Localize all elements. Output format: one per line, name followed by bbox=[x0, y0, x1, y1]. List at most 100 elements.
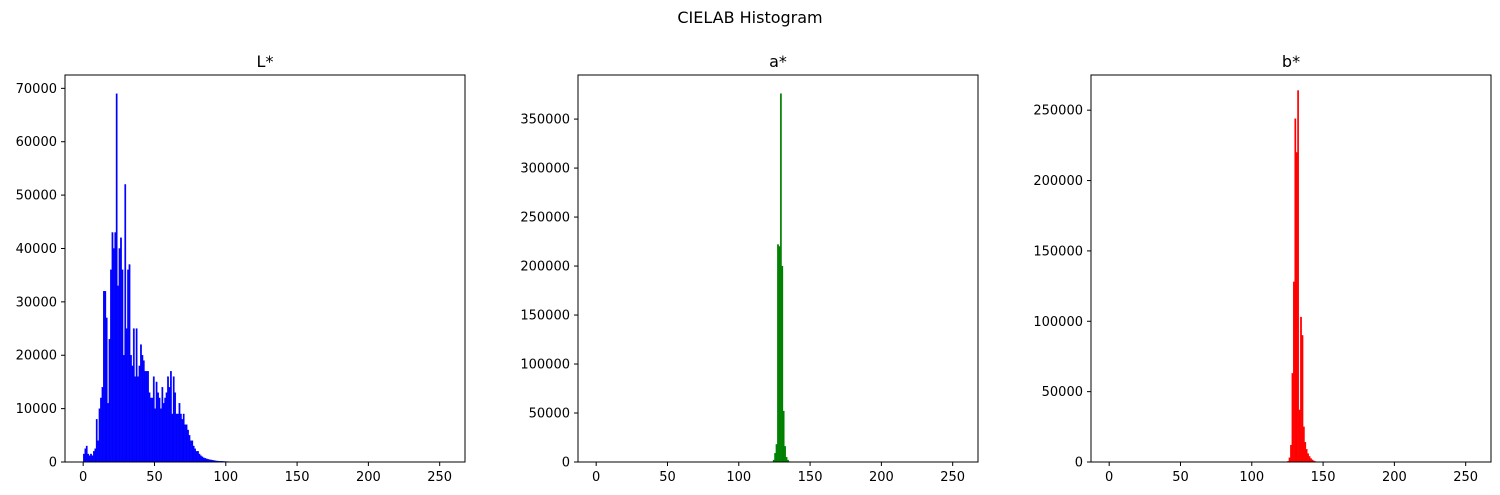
l-star-bar bbox=[107, 403, 109, 463]
b-star-bar bbox=[1307, 453, 1309, 463]
l-star-bar bbox=[93, 451, 95, 463]
l-star-bar bbox=[94, 448, 97, 463]
l-star-bar bbox=[192, 445, 195, 463]
l-star-bar bbox=[182, 413, 185, 463]
l-star-ytick-label: 60000 bbox=[16, 135, 57, 150]
l-star-bar bbox=[161, 387, 164, 463]
l-star-ytick-label: 70000 bbox=[16, 82, 57, 97]
b-star-bar bbox=[1310, 458, 1312, 463]
b-star-ytick-label: 50000 bbox=[1042, 385, 1083, 400]
b-star-bar bbox=[1301, 335, 1304, 463]
l-star-bar bbox=[140, 344, 142, 463]
l-star-bar bbox=[104, 291, 107, 463]
b-star-xtick-label: 150 bbox=[1311, 470, 1336, 485]
b-star-xtick-label: 100 bbox=[1239, 470, 1264, 485]
l-star-title: L* bbox=[257, 52, 274, 71]
l-star-bar bbox=[155, 381, 158, 463]
l-star-bar bbox=[101, 387, 104, 463]
l-star-bar bbox=[138, 365, 141, 463]
a-star-xtick-label: 0 bbox=[592, 470, 600, 485]
l-star-bar bbox=[122, 355, 125, 463]
l-star-bar bbox=[170, 371, 172, 463]
l-star-bar bbox=[118, 248, 121, 463]
a-star-xtick-label: 250 bbox=[940, 470, 965, 485]
l-star-bar bbox=[141, 355, 144, 463]
l-star-bar bbox=[154, 408, 157, 463]
l-star-bar bbox=[152, 376, 155, 463]
l-star-bar bbox=[115, 93, 118, 463]
l-star-bar bbox=[88, 455, 91, 463]
l-star-bar bbox=[199, 455, 202, 463]
l-star-bar bbox=[135, 328, 138, 463]
l-star-bar bbox=[90, 453, 92, 463]
l-star-bar bbox=[105, 317, 108, 463]
l-star-bar bbox=[145, 371, 148, 463]
b-star-xtick-label: 0 bbox=[1105, 470, 1113, 485]
l-star-bar bbox=[151, 397, 154, 463]
l-star-bar bbox=[131, 365, 134, 463]
l-star-xtick-label: 200 bbox=[356, 470, 381, 485]
l-star-bar bbox=[84, 448, 87, 463]
l-star-bar bbox=[188, 435, 191, 463]
l-star-bar bbox=[185, 424, 188, 463]
figure-suptitle: CIELAB Histogram bbox=[677, 8, 823, 27]
l-star-ytick-label: 40000 bbox=[16, 242, 57, 257]
l-star-xtick-label: 0 bbox=[79, 470, 87, 485]
b-star-bar bbox=[1302, 426, 1305, 463]
a-star-ytick-label: 50000 bbox=[529, 407, 570, 422]
l-star-bar bbox=[187, 429, 189, 463]
l-star-ytick-label: 10000 bbox=[16, 402, 57, 417]
l-star-bar bbox=[144, 371, 147, 463]
l-star-xtick-label: 250 bbox=[427, 470, 452, 485]
l-star-bar bbox=[127, 269, 129, 463]
b-star-xtick-label: 250 bbox=[1453, 470, 1478, 485]
b-star-axes-frame bbox=[1090, 74, 1492, 463]
axes-l-star: 0 50 100 150 200 250 0 10000 20000 30000 40000 5000… bbox=[16, 52, 466, 485]
l-star-ytick-label: 50000 bbox=[16, 189, 57, 204]
l-star-xtick-label: 100 bbox=[213, 470, 238, 485]
l-star-bar bbox=[87, 453, 90, 463]
l-star-bar bbox=[191, 440, 194, 463]
l-star-bar bbox=[165, 392, 168, 463]
axes-b-star: 0 50 100 150 200 250 0 50000 100000 150000 200000 2… bbox=[1033, 52, 1492, 485]
a-star-bar bbox=[774, 453, 777, 463]
l-star-bar bbox=[195, 451, 198, 463]
l-star-bar bbox=[177, 413, 179, 463]
b-star-bar bbox=[1305, 449, 1308, 463]
a-star-ytick-label: 350000 bbox=[520, 113, 570, 128]
l-star-bar bbox=[197, 451, 199, 463]
b-star-xtick-label: 200 bbox=[1382, 470, 1407, 485]
l-star-bar bbox=[108, 339, 111, 463]
a-star-bar bbox=[777, 244, 779, 463]
a-star-xtick-label: 200 bbox=[869, 470, 894, 485]
axes-a-star: 0 50 100 150 200 250 0 50000 100000 150000 200000 2… bbox=[520, 52, 979, 485]
l-star-bar bbox=[85, 445, 88, 463]
a-star-bar bbox=[782, 410, 785, 463]
l-star-bar bbox=[147, 371, 149, 463]
l-star-bar bbox=[98, 408, 101, 463]
a-star-bar bbox=[778, 246, 781, 463]
l-star-bar bbox=[83, 453, 85, 463]
a-star-xtick-label: 50 bbox=[659, 470, 676, 485]
l-star-bar bbox=[97, 440, 100, 463]
l-star-bar bbox=[114, 232, 117, 463]
l-star-ytick-label: 20000 bbox=[16, 349, 57, 364]
l-star-bar bbox=[167, 376, 169, 463]
l-star-bar bbox=[95, 419, 98, 463]
b-star-ytick-label: 250000 bbox=[1033, 104, 1083, 119]
l-star-bar bbox=[117, 285, 119, 463]
l-star-bar bbox=[204, 458, 206, 463]
l-star-bar bbox=[172, 376, 175, 463]
l-star-bar bbox=[150, 397, 152, 463]
b-star-ytick-label: 0 bbox=[1075, 456, 1083, 471]
l-star-bar bbox=[175, 413, 178, 463]
a-star-bar bbox=[775, 444, 778, 463]
a-star-bar bbox=[785, 456, 788, 463]
l-star-bar bbox=[128, 264, 131, 463]
l-star-bar bbox=[125, 328, 128, 463]
a-star-ytick-label: 0 bbox=[562, 456, 570, 471]
b-star-bar bbox=[1290, 444, 1292, 463]
l-star-bar bbox=[137, 376, 139, 463]
a-star-axes-frame bbox=[577, 74, 979, 463]
a-star-bars bbox=[772, 93, 791, 463]
